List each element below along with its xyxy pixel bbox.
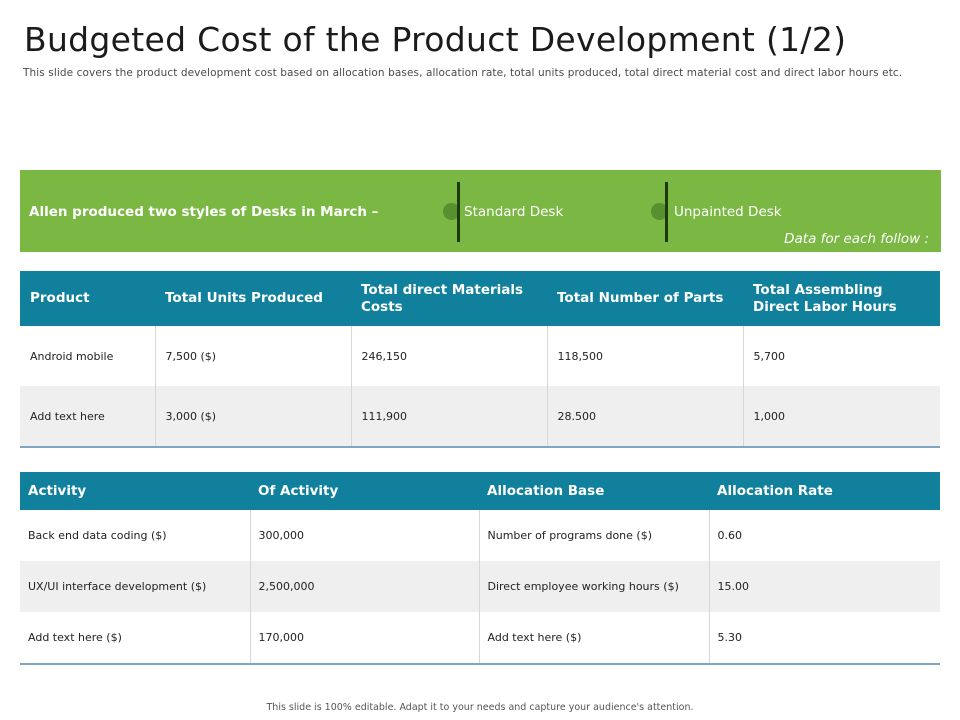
table-cell: 1,000: [743, 386, 940, 448]
table-row: Add text here 3,000 ($) 111,900 28.500 1…: [20, 386, 940, 448]
table-cell: 2,500,000: [250, 561, 480, 612]
divider: [665, 182, 668, 242]
table-cell: UX/UI interface development ($): [20, 561, 251, 612]
table-row: UX/UI interface development ($) 2,500,00…: [20, 561, 940, 612]
table-cell: 5.30: [709, 612, 940, 665]
table-header-row: Product Total Units Produced Total direc…: [20, 271, 940, 326]
table-cell: 7,500 ($): [155, 326, 352, 386]
bullet-icon: [443, 203, 460, 220]
standard-desk-label: Standard Desk: [464, 204, 564, 220]
page-subtitle: This slide covers the product developmen…: [23, 67, 903, 79]
column-header: Total Assembling Direct Labor Hours: [743, 271, 940, 326]
table-cell: 28.500: [547, 386, 744, 448]
table-cell: 15.00: [709, 561, 940, 612]
column-header: Product: [20, 271, 155, 326]
column-header: Allocation Base: [479, 472, 709, 510]
product-table: Product Total Units Produced Total direc…: [20, 271, 940, 448]
data-follow-note: Data for each follow :: [784, 231, 929, 247]
table-cell: 118,500: [547, 326, 744, 386]
table-row: Back end data coding ($) 300,000 Number …: [20, 510, 940, 561]
table-cell: Number of programs done ($): [479, 510, 710, 561]
table-cell: Android mobile: [20, 326, 156, 386]
column-header: Total direct Materials Costs: [351, 271, 547, 326]
table-cell: Direct employee working hours ($): [479, 561, 710, 612]
table-cell: 3,000 ($): [155, 386, 352, 448]
table-cell: Add text here ($): [20, 612, 251, 665]
column-header: Total Number of Parts: [547, 271, 743, 326]
table-cell: Back end data coding ($): [20, 510, 251, 561]
banner-lead-text: Allen produced two styles of Desks in Ma…: [29, 204, 379, 220]
table-cell: Add text here: [20, 386, 156, 448]
table-cell: 246,150: [351, 326, 548, 386]
desk-styles-banner: Allen produced two styles of Desks in Ma…: [20, 170, 941, 252]
table-header-row: Activity Of Activity Allocation Base All…: [20, 472, 940, 510]
table-cell: 111,900: [351, 386, 548, 448]
table-cell: 170,000: [250, 612, 480, 665]
table-row: Add text here ($) 170,000 Add text here …: [20, 612, 940, 665]
unpainted-desk-label: Unpainted Desk: [674, 204, 782, 220]
footer-note: This slide is 100% editable. Adapt it to…: [266, 702, 694, 713]
column-header: Of Activity: [250, 472, 479, 510]
table-cell: 300,000: [250, 510, 480, 561]
bullet-icon: [651, 203, 668, 220]
table-cell: Add text here ($): [479, 612, 710, 665]
divider: [457, 182, 460, 242]
column-header: Total Units Produced: [155, 271, 351, 326]
column-header: Activity: [20, 472, 250, 510]
activity-table: Activity Of Activity Allocation Base All…: [20, 472, 940, 665]
table-cell: 5,700: [753, 349, 786, 363]
column-header: Allocation Rate: [709, 472, 940, 510]
table-row: Android mobile 7,500 ($) 246,150 118,500…: [20, 326, 940, 386]
table-cell: 0.60: [717, 529, 743, 542]
page-title: Budgeted Cost of the Product Development…: [24, 20, 847, 59]
